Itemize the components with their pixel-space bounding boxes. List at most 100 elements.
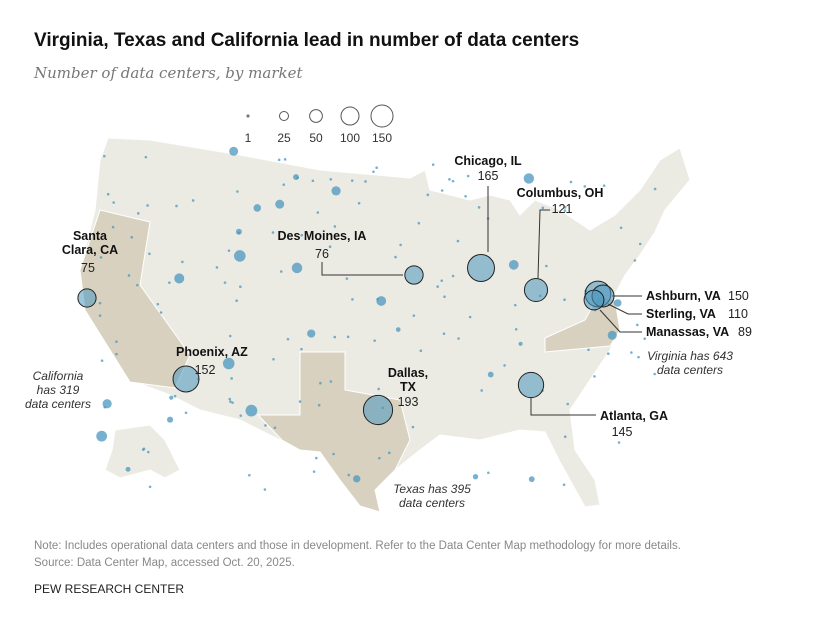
market-dot	[136, 283, 139, 287]
market-dot	[311, 179, 315, 183]
market-dot	[419, 349, 423, 352]
market-dot	[395, 327, 401, 332]
market-dot	[431, 163, 435, 166]
market-dot	[508, 259, 519, 270]
market-dot	[115, 352, 118, 356]
bubble-chicago-il	[467, 254, 495, 282]
market-dot	[127, 274, 131, 277]
market-dot	[636, 323, 639, 327]
market-dot	[173, 394, 177, 398]
market-dot	[619, 226, 623, 230]
market-dot	[451, 179, 455, 183]
state-alaska	[104, 424, 181, 479]
market-dot	[148, 485, 152, 489]
market-dot	[307, 329, 316, 338]
market-value-atlanta-ga: 145	[612, 425, 633, 439]
market-value-manassas-va: 89	[738, 325, 752, 339]
market-dot	[329, 380, 333, 383]
market-dot	[329, 177, 333, 181]
leader-line-des-moines-ia	[321, 262, 403, 276]
legend-label: 100	[340, 131, 360, 145]
market-dot	[99, 256, 103, 259]
market-dot	[347, 473, 351, 477]
market-dot	[316, 211, 320, 214]
legend-circle	[246, 114, 250, 118]
bubble-santa-clara-ca	[77, 288, 97, 308]
market-dot	[296, 176, 299, 180]
market-dot	[563, 206, 567, 209]
market-dot	[372, 170, 375, 174]
market-dot	[148, 252, 151, 256]
market-dot	[351, 298, 354, 301]
market-dot	[440, 279, 443, 282]
market-dot	[229, 400, 232, 403]
market-dot	[228, 334, 232, 338]
bubble-atlanta-ga	[517, 371, 545, 399]
market-dot	[513, 303, 517, 307]
bubble-dallas-tx	[362, 394, 394, 426]
leader-line-columbus-oh	[537, 209, 550, 279]
source: Source: Data Center Map, accessed Oct. 2…	[34, 557, 295, 569]
market-dot	[273, 426, 277, 430]
market-dot	[315, 456, 318, 460]
market-dot	[653, 187, 657, 191]
market-dot	[184, 411, 188, 415]
market-dot	[146, 204, 149, 207]
market-name-sterling-va: Sterling, VA	[646, 307, 716, 321]
market-dot	[394, 255, 397, 259]
market-dot	[541, 206, 545, 210]
market-dot	[440, 189, 444, 192]
chart-subtitle: Number of data centers, by market	[34, 64, 303, 82]
market-dot	[472, 474, 479, 480]
leader-line-atlanta-ga	[530, 398, 596, 416]
market-dot	[96, 430, 108, 442]
market-dot	[350, 179, 354, 182]
market-dot	[451, 274, 455, 278]
market-dot	[245, 404, 258, 417]
market-dot	[230, 377, 233, 380]
market-dot	[235, 299, 238, 302]
market-dot	[436, 285, 439, 288]
annotation-texas: Texas has 395	[393, 482, 471, 496]
market-dot	[457, 337, 460, 340]
market-dot	[562, 483, 566, 487]
size-legend: 1 25 50 100 150	[245, 104, 394, 145]
market-value-columbus-oh: 121	[552, 202, 573, 216]
legend-label: 25	[277, 131, 291, 145]
market-dot	[239, 285, 242, 288]
market-dot	[103, 154, 106, 158]
market-dot	[168, 281, 171, 284]
annotation-virginia: data centers	[657, 363, 723, 377]
market-dot	[174, 273, 185, 284]
market-value-chicago-il: 165	[478, 169, 499, 183]
leader-line-sterling-va	[607, 303, 642, 315]
market-name-manassas-va: Manassas, VA	[646, 325, 729, 339]
market-dot	[523, 173, 535, 184]
market-dot	[613, 299, 622, 307]
market-value-phoenix-az: 152	[195, 363, 216, 377]
market-dot	[98, 314, 102, 317]
market-dot	[399, 243, 402, 247]
bubble-columbus-oh	[523, 277, 549, 303]
market-dot	[353, 475, 361, 483]
market-name-santa-clara-ca: Clara, CA	[62, 243, 118, 257]
brand-logo: PEW RESEARCH CENTER	[34, 582, 185, 596]
market-dot	[566, 402, 570, 406]
market-dot	[283, 158, 287, 161]
market-dot	[487, 371, 494, 378]
market-dot	[236, 190, 239, 193]
legend-circle	[340, 106, 360, 126]
market-dot	[248, 473, 251, 477]
market-dot	[275, 199, 285, 209]
market-dot	[528, 476, 535, 483]
market-dot	[146, 450, 150, 454]
leader-line-manassas-va	[599, 309, 642, 333]
market-dot	[136, 212, 140, 215]
market-dot	[466, 174, 470, 178]
market-dot	[286, 337, 290, 341]
market-dot	[545, 264, 548, 268]
market-value-des-moines-ia: 76	[315, 247, 329, 261]
market-dot	[111, 225, 115, 229]
market-dot	[144, 155, 148, 159]
market-dot	[378, 456, 381, 460]
